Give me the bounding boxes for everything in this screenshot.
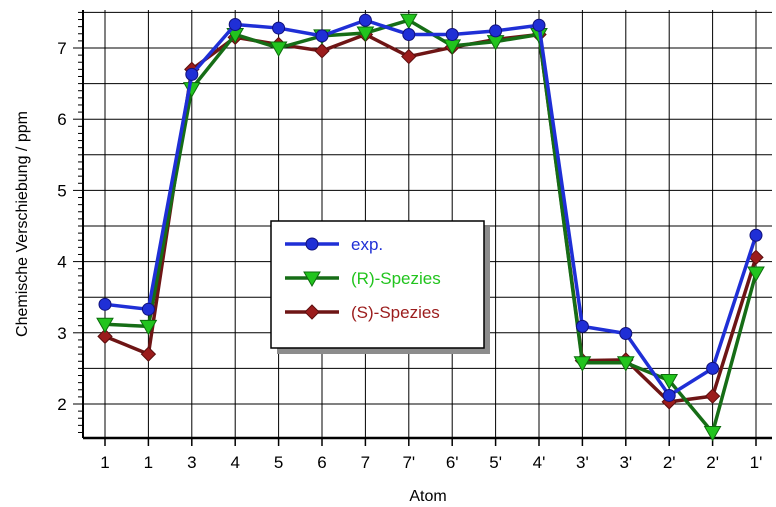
grid-lines — [83, 10, 772, 438]
legend: exp. (R)-Spezies (S)-Spezies — [270, 220, 490, 354]
circle-marker — [575, 319, 589, 333]
legend-label: (S)-Spezies — [351, 303, 440, 322]
triangle-marker — [616, 356, 635, 372]
x-tick-label: 5 — [274, 453, 283, 472]
legend-label: (R)-Spezies — [351, 269, 441, 288]
circle-marker — [98, 297, 112, 311]
series-group — [96, 13, 765, 442]
circle-marker — [662, 388, 676, 402]
x-tick-label: 1 — [144, 453, 153, 472]
circle-marker — [305, 237, 319, 251]
circle-marker — [706, 361, 720, 375]
x-tick-label: 6 — [317, 453, 326, 472]
x-tick-label: 7' — [402, 453, 415, 472]
circle-marker — [445, 27, 459, 41]
triangle-marker — [703, 425, 722, 442]
triangle-marker — [269, 41, 288, 58]
y-tick-label: 2 — [57, 395, 66, 414]
x-tick-label: 3 — [187, 453, 196, 472]
series-exp — [98, 13, 763, 402]
triangle-marker — [303, 271, 321, 288]
series-line — [104, 32, 758, 404]
diamond-marker — [401, 48, 417, 65]
diamond-marker — [704, 388, 721, 404]
x-tick-label: 3' — [576, 453, 589, 472]
x-axis-title: Atom — [409, 488, 446, 505]
triangle-marker — [182, 82, 201, 98]
circle-marker — [141, 302, 155, 316]
x-tick-label: 7 — [361, 453, 370, 472]
circle-marker — [228, 18, 242, 32]
x-tick-label: 6' — [446, 453, 459, 472]
triangle-marker — [139, 319, 158, 336]
x-tick-label: 1 — [100, 453, 109, 472]
circle-marker — [358, 13, 372, 27]
diamond-marker — [97, 328, 113, 345]
x-tick-label: 4' — [533, 453, 546, 472]
circle-marker — [749, 228, 763, 242]
circle-marker — [619, 327, 633, 341]
x-tick-label: 1' — [750, 453, 763, 472]
triangle-marker — [399, 13, 418, 30]
circle-marker — [185, 67, 199, 81]
y-tick-label: 5 — [57, 181, 66, 200]
circle-marker — [272, 21, 286, 35]
diamond-marker — [314, 43, 330, 59]
x-tick-label: 3' — [619, 453, 632, 472]
circle-marker — [532, 18, 546, 32]
y-tick-label: 6 — [57, 110, 66, 129]
triangle-marker — [747, 266, 765, 282]
series-line — [104, 18, 758, 398]
circle-marker — [402, 27, 416, 41]
y-axis-title: Chemische Verschiebung / ppm — [14, 111, 31, 337]
y-tick-label: 3 — [57, 324, 66, 343]
triangle-marker — [660, 374, 679, 390]
x-tick-label: 2' — [663, 453, 676, 472]
legend-label: exp. — [351, 235, 383, 254]
circle-marker — [315, 29, 329, 43]
triangle-marker — [573, 356, 592, 372]
x-tick-label: 4 — [230, 453, 239, 472]
y-tick-label: 7 — [57, 39, 66, 58]
x-tick-label: 5' — [489, 453, 502, 472]
axes — [73, 10, 772, 446]
circle-marker — [489, 24, 503, 38]
triangle-marker — [356, 26, 375, 43]
y-tick-label: 4 — [57, 253, 66, 272]
x-tick-label: 2' — [706, 453, 719, 472]
triangle-marker — [96, 317, 114, 334]
diamond-marker — [304, 304, 320, 320]
diamond-marker — [140, 346, 157, 362]
tick-labels: 1 1 3 4 5 6 7 7' 6' 5' 4' 3' 3' 2' 2' 1' 2 3 4 5 6 7 — [57, 39, 762, 472]
